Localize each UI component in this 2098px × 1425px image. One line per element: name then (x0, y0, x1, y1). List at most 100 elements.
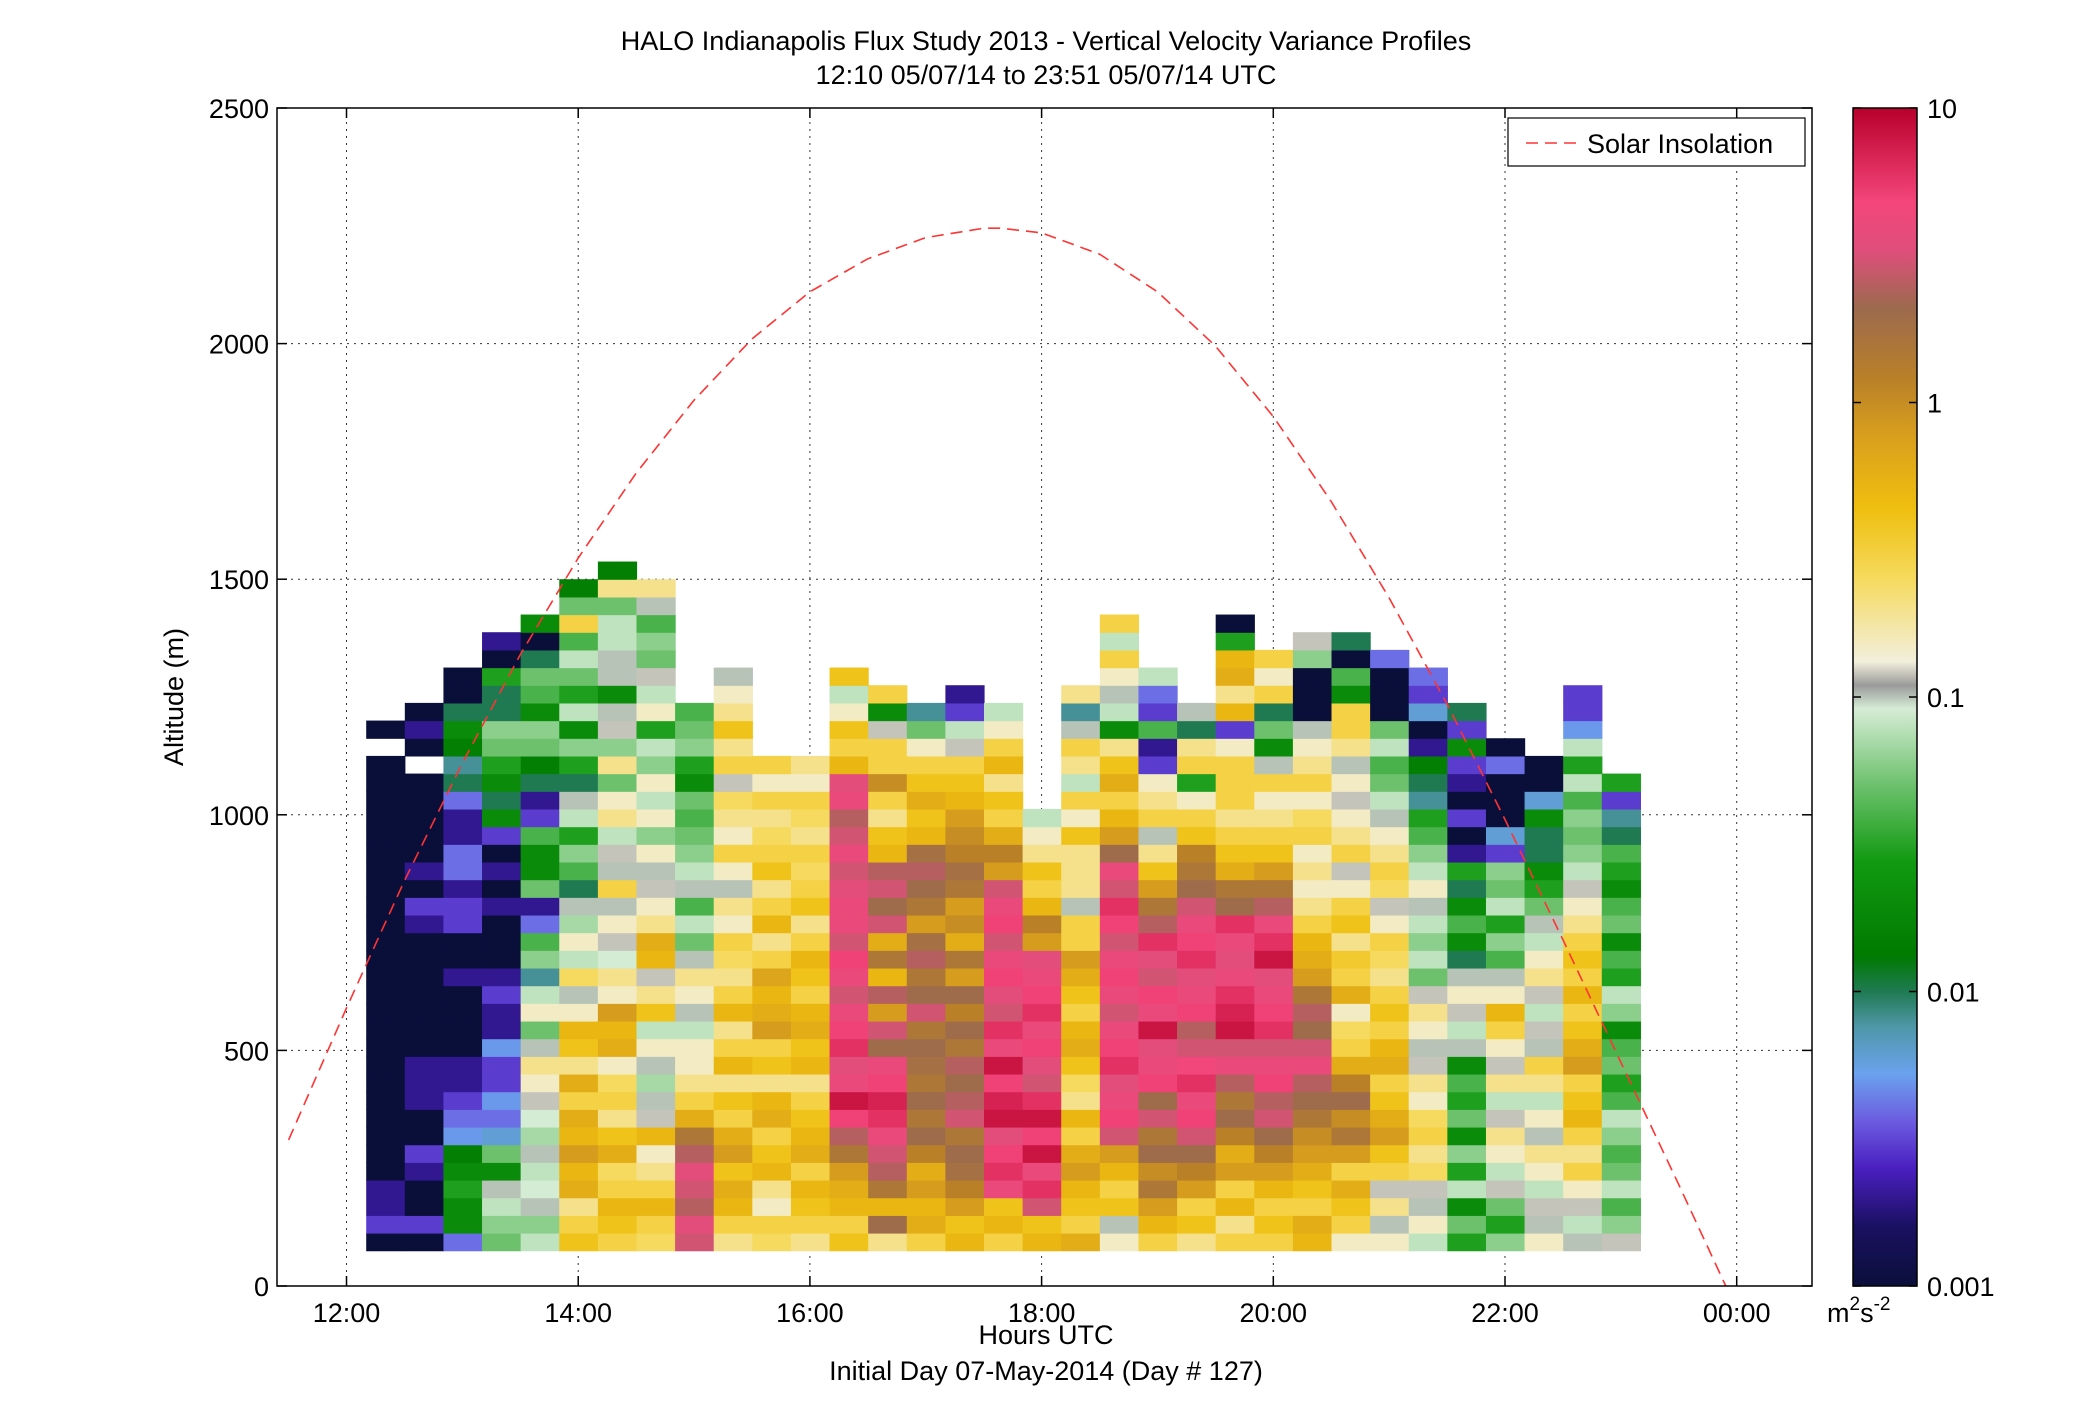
heatmap-cell (559, 879, 599, 898)
heatmap-cell (636, 1003, 676, 1022)
heatmap-cell (1408, 1162, 1448, 1181)
heatmap-cell (713, 1232, 753, 1252)
heatmap-cell (1563, 1144, 1603, 1163)
heatmap-cell (984, 1179, 1024, 1199)
heatmap-cell (1563, 914, 1603, 934)
heatmap-cell (1331, 808, 1371, 828)
heatmap-cell (713, 932, 753, 951)
heatmap-cell (829, 1126, 869, 1146)
heatmap-cell (1370, 932, 1410, 951)
heatmap-cell (945, 1091, 985, 1110)
heatmap-cell (906, 1020, 946, 1040)
heatmap-cell (713, 1179, 753, 1199)
heatmap-cell (1177, 1232, 1217, 1252)
heatmap-cell (1138, 808, 1178, 828)
heatmap-cell (1485, 1232, 1526, 1252)
heatmap-cell (366, 826, 406, 845)
heatmap-cell (1601, 897, 1642, 916)
heatmap-cell (1254, 702, 1294, 722)
heatmap-cell (1524, 1109, 1564, 1128)
heatmap-cell (1215, 1091, 1255, 1110)
heatmap-cell (1524, 1179, 1564, 1199)
heatmap-cell (1022, 1073, 1062, 1093)
heatmap-cell (790, 844, 831, 863)
heatmap-cell (1177, 967, 1217, 987)
heatmap-cell (520, 702, 560, 722)
heatmap-cell (945, 1197, 985, 1216)
heatmap-cell (520, 1179, 560, 1199)
heatmap-cell (520, 1056, 560, 1075)
heatmap-cell (366, 1091, 406, 1110)
heatmap-cell (945, 879, 985, 898)
heatmap-cell (366, 755, 406, 775)
heatmap-cell (1447, 932, 1487, 951)
heatmap-cell (1485, 1038, 1526, 1057)
heatmap-cell (1138, 1232, 1178, 1252)
heatmap-cell (443, 1197, 483, 1216)
heatmap-cell (713, 861, 753, 881)
heatmap-cell (1485, 861, 1526, 881)
heatmap-cell (1177, 791, 1217, 810)
heatmap-cell (1292, 1215, 1333, 1234)
heatmap-cell (868, 1179, 908, 1199)
heatmap-cell (945, 950, 985, 969)
heatmap-cell (1254, 755, 1294, 775)
heatmap-cell (713, 808, 753, 828)
heatmap-cell (482, 861, 522, 881)
heatmap-cell (597, 879, 638, 898)
heatmap-cell (1022, 1144, 1062, 1163)
heatmap-cell (482, 1232, 522, 1252)
heatmap-cell (443, 897, 483, 916)
heatmap-cell (636, 791, 676, 810)
heatmap-cell (1331, 702, 1371, 722)
heatmap-cell (1447, 1197, 1487, 1216)
heatmap-cell (713, 1091, 753, 1110)
heatmap-cell (1331, 1091, 1371, 1110)
heatmap-cell (1292, 755, 1333, 775)
heatmap-cell (1292, 1197, 1333, 1216)
heatmap-cell (829, 685, 869, 704)
heatmap-cell (1370, 1179, 1410, 1199)
heatmap-cell (1177, 1215, 1217, 1234)
heatmap-cell (1254, 967, 1294, 987)
heatmap-cell (1370, 985, 1410, 1004)
heatmap-cell (829, 667, 869, 686)
heatmap-cell (482, 844, 522, 863)
heatmap-cell (559, 1020, 599, 1040)
heatmap-cell (945, 861, 985, 881)
heatmap-cell (482, 1215, 522, 1234)
heatmap-cell (945, 897, 985, 916)
heatmap-cell (1177, 914, 1217, 934)
heatmap-cell (1292, 1232, 1333, 1252)
heatmap-cell (559, 826, 599, 845)
heatmap-cell (1408, 1003, 1448, 1022)
heatmap-cell (1254, 720, 1294, 739)
heatmap-cell (1447, 808, 1487, 828)
heatmap-cell (636, 614, 676, 633)
heatmap-cell (559, 632, 599, 651)
heatmap-cell (1177, 1197, 1217, 1216)
x-tick-label-4: 20:00 (1240, 1298, 1308, 1328)
heatmap-cell (1601, 1109, 1642, 1128)
heatmap-cell (482, 914, 522, 934)
heatmap-cell (636, 685, 676, 704)
heatmap-cell (1215, 967, 1255, 987)
heatmap-cell (520, 1215, 560, 1234)
heatmap-cell (404, 950, 445, 969)
heatmap-cell (1138, 738, 1178, 757)
heatmap-cell (1408, 791, 1448, 810)
heatmap-cell (404, 985, 445, 1004)
heatmap-cell (675, 1020, 715, 1040)
heatmap-cell (443, 1020, 483, 1040)
heatmap-cell (790, 897, 831, 916)
heatmap-cell (1601, 950, 1642, 969)
heatmap-cell (443, 720, 483, 739)
heatmap-cell (520, 738, 560, 757)
heatmap-cell (559, 773, 599, 792)
heatmap-cell (1138, 1215, 1178, 1234)
heatmap-cell (1485, 1020, 1526, 1040)
heatmap-cell (443, 844, 483, 863)
heatmap-cell (945, 738, 985, 757)
heatmap-cell (443, 985, 483, 1004)
heatmap-cell (1447, 791, 1487, 810)
